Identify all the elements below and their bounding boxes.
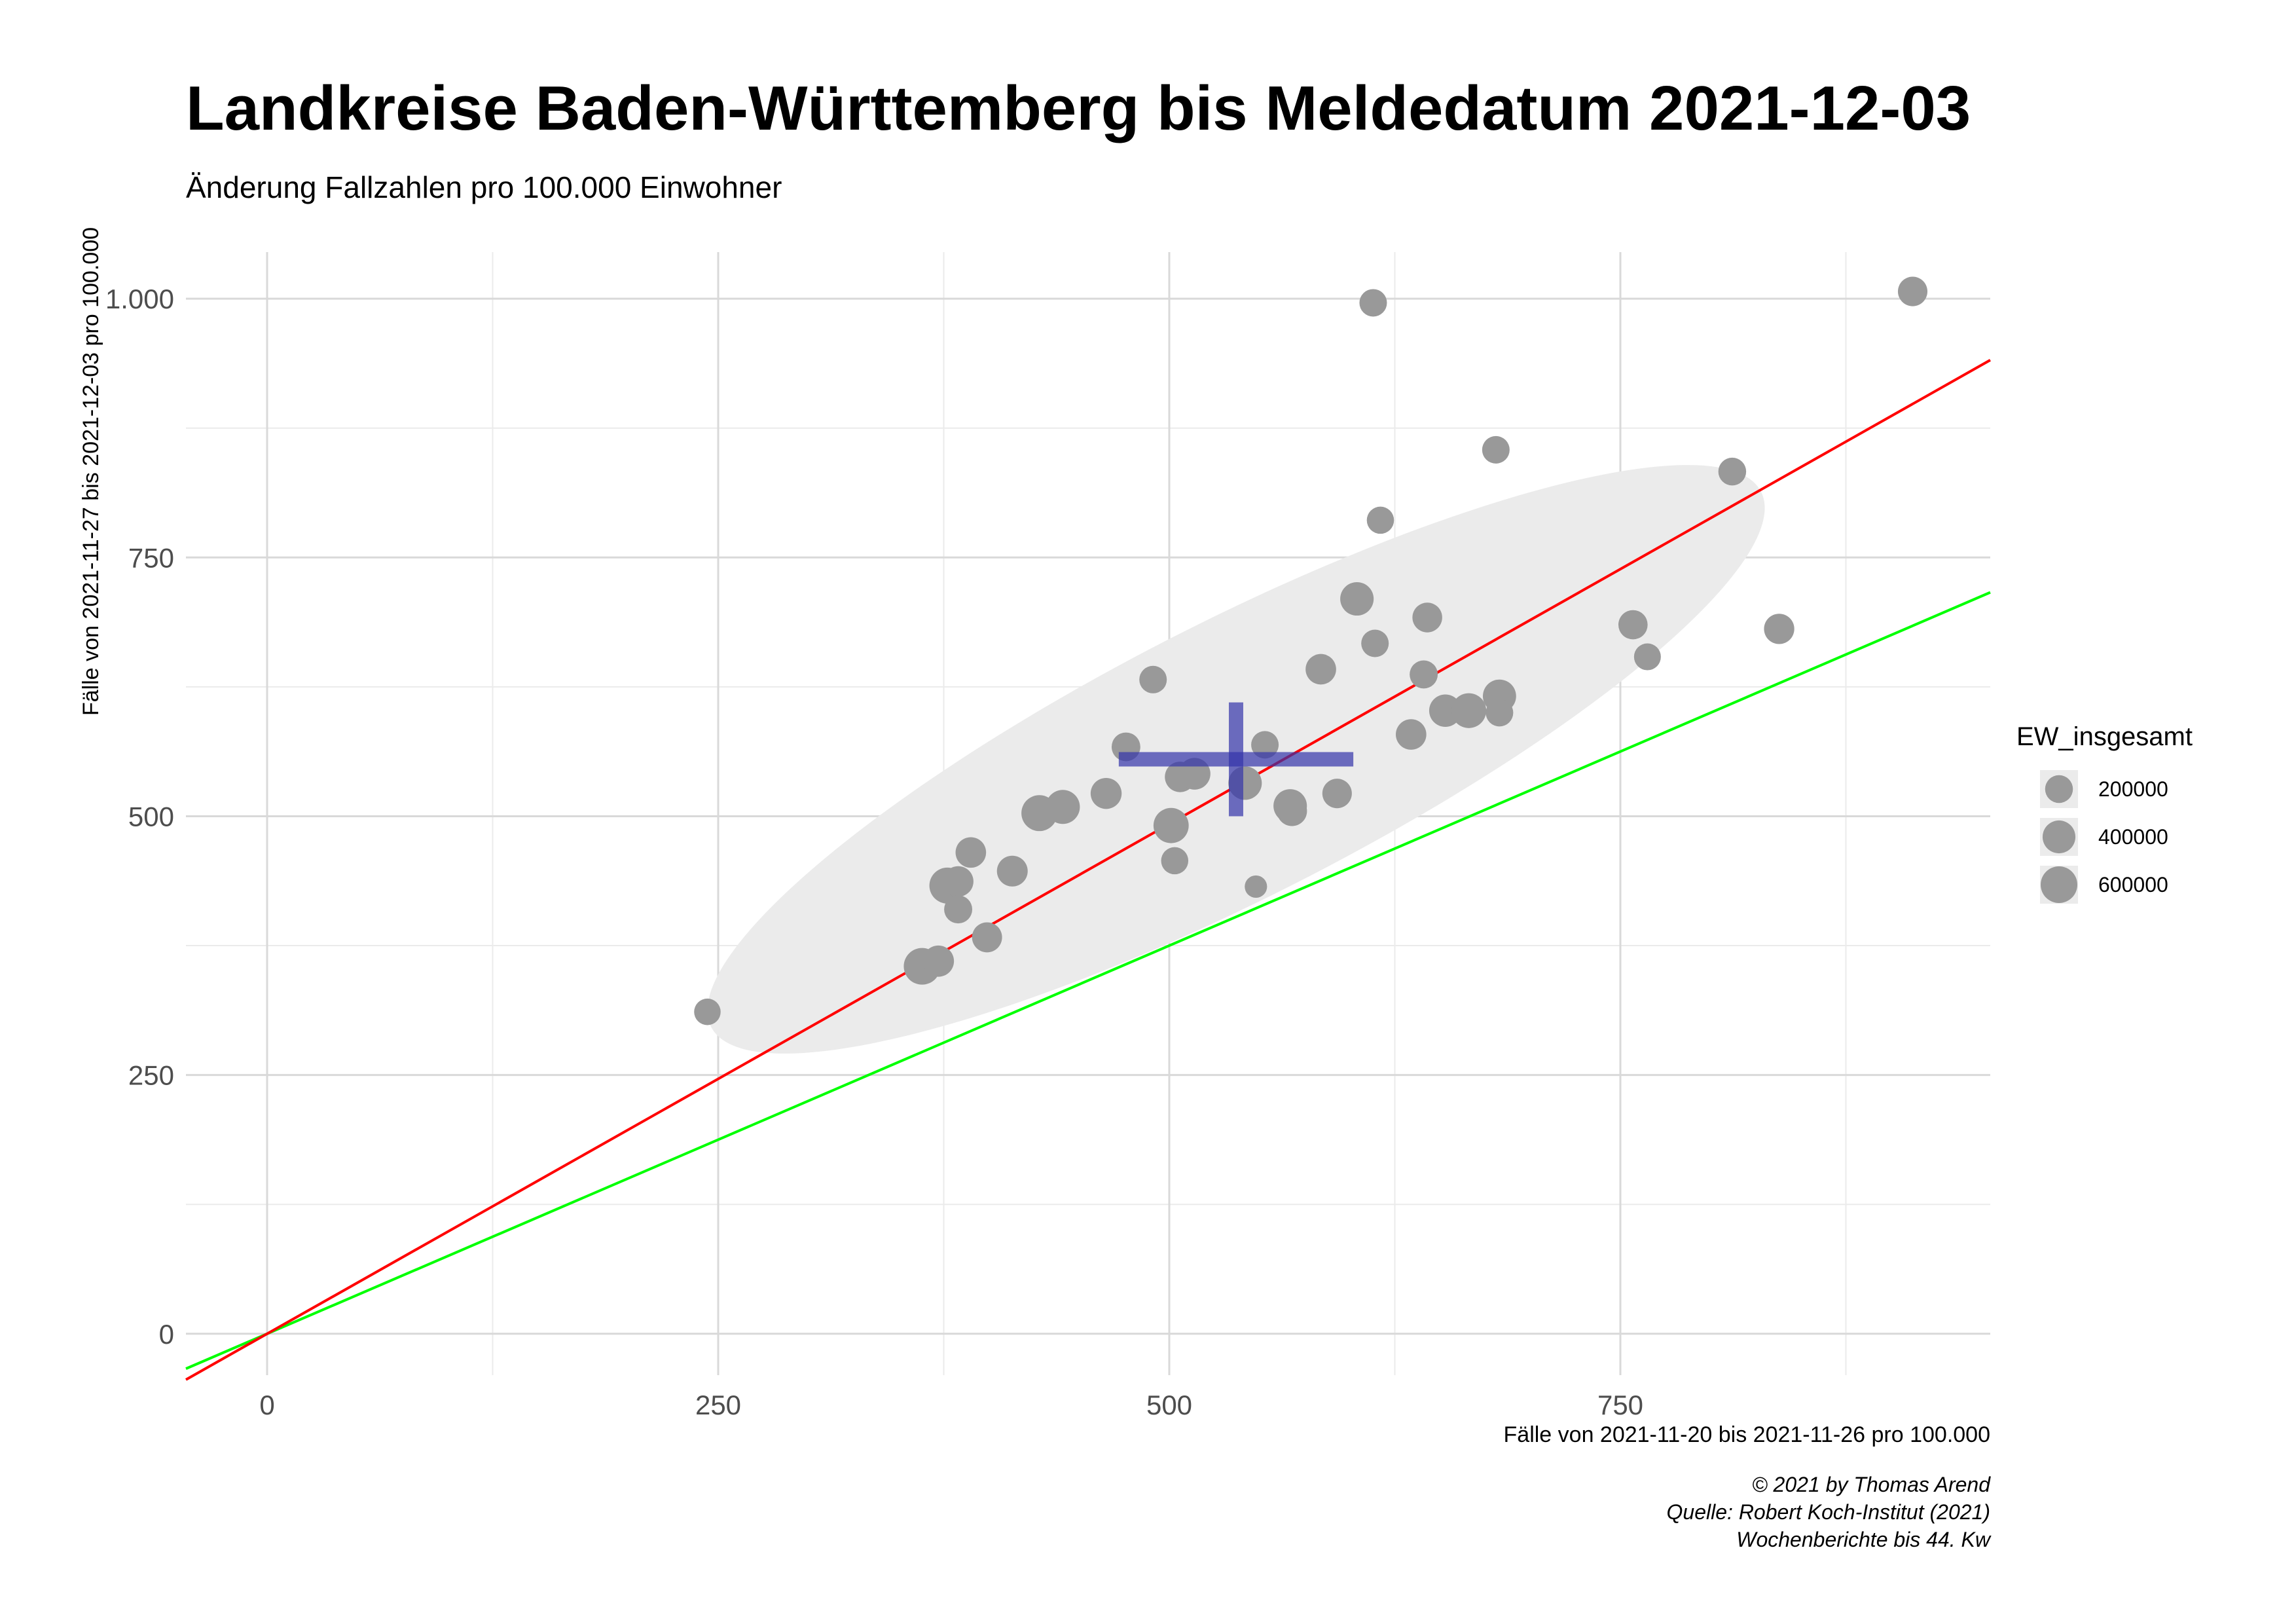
data-point bbox=[1139, 665, 1167, 693]
data-point bbox=[1161, 847, 1189, 875]
y-tick-label: 250 bbox=[128, 1060, 174, 1091]
data-point bbox=[1046, 790, 1080, 824]
legend-key-point bbox=[2045, 775, 2073, 803]
legend-label: 600000 bbox=[2098, 873, 2168, 896]
data-point bbox=[1451, 693, 1487, 728]
chart-title: Landkreise Baden-Württemberg bis Meldeda… bbox=[186, 73, 1971, 143]
legend-label: 200000 bbox=[2098, 777, 2168, 801]
points-layer bbox=[694, 276, 1928, 1025]
y-tick-label: 1.000 bbox=[105, 284, 174, 314]
y-tick-label: 0 bbox=[159, 1319, 174, 1350]
data-point bbox=[1897, 276, 1928, 306]
data-point bbox=[1618, 610, 1648, 640]
x-tick-label: 0 bbox=[259, 1390, 274, 1420]
caption-line-2: Quelle: Robert Koch-Institut (2021) bbox=[1667, 1500, 1990, 1524]
data-point bbox=[1340, 581, 1374, 616]
data-point bbox=[944, 895, 973, 924]
data-point bbox=[1485, 699, 1514, 727]
data-point bbox=[922, 945, 955, 977]
data-point bbox=[1764, 614, 1795, 644]
x-axis-label: Fälle von 2021-11-20 bis 2021-11-26 pro … bbox=[1504, 1422, 1990, 1447]
data-point bbox=[972, 922, 1002, 953]
data-point bbox=[1366, 506, 1394, 534]
data-point bbox=[1482, 435, 1510, 464]
axis-ticks: 0 250 500 750 0 250 500 750 1.000 bbox=[105, 284, 1643, 1420]
x-tick-label: 500 bbox=[1146, 1390, 1192, 1420]
legend-key-point bbox=[2042, 820, 2076, 854]
caption-line-1: © 2021 by Thomas Arend bbox=[1752, 1473, 1991, 1496]
lines-layer bbox=[185, 359, 1991, 1381]
data-point bbox=[1359, 289, 1387, 317]
data-point bbox=[1245, 875, 1267, 898]
data-point bbox=[1633, 643, 1661, 671]
chart-subtitle: Änderung Fallzahlen pro 100.000 Einwohne… bbox=[186, 170, 782, 204]
caption: © 2021 by Thomas Arend Quelle: Robert Ko… bbox=[1667, 1473, 1992, 1551]
reference-line bbox=[185, 591, 1991, 1370]
data-point bbox=[943, 866, 974, 897]
caption-line-3: Wochenberichte bis 44. Kw bbox=[1736, 1528, 1992, 1551]
y-tick-label: 750 bbox=[128, 542, 174, 573]
x-tick-label: 750 bbox=[1597, 1390, 1643, 1420]
data-point bbox=[1277, 796, 1307, 826]
data-point bbox=[1322, 779, 1352, 809]
data-point bbox=[1361, 629, 1389, 657]
regression-line bbox=[185, 359, 1991, 1381]
data-point bbox=[1305, 654, 1336, 685]
data-point bbox=[1412, 602, 1442, 633]
data-point bbox=[996, 855, 1028, 887]
legend-label: 400000 bbox=[2098, 825, 2168, 849]
data-point bbox=[1251, 731, 1279, 759]
legend-title: EW_insgesamt bbox=[2016, 722, 2193, 751]
data-point bbox=[1718, 457, 1747, 486]
data-point bbox=[694, 998, 721, 1025]
y-axis-label: Fälle von 2021-11-27 bis 2021-12-03 pro … bbox=[79, 227, 103, 716]
data-point bbox=[1090, 777, 1122, 809]
mean-cross-layer bbox=[1118, 702, 1354, 817]
size-legend: EW_insgesamt 200000 400000 600000 bbox=[2016, 722, 2193, 904]
data-point bbox=[1396, 719, 1427, 750]
data-point bbox=[1410, 660, 1438, 689]
data-point bbox=[955, 837, 987, 868]
legend-key-point bbox=[2041, 866, 2077, 903]
data-point bbox=[1153, 807, 1189, 843]
x-tick-label: 250 bbox=[695, 1390, 741, 1420]
y-tick-label: 500 bbox=[128, 801, 174, 832]
